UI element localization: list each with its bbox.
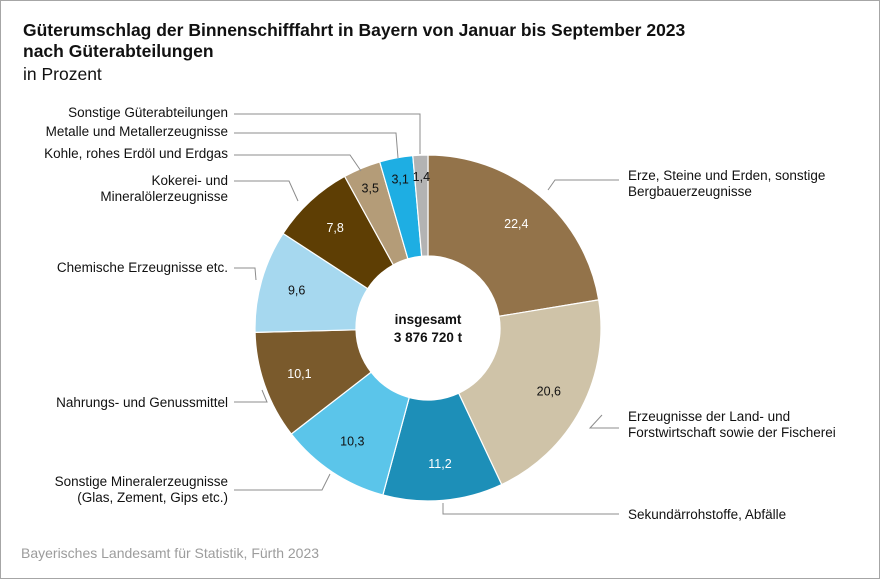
slice-category-label: Kokerei- und Mineralölerzeugnisse: [100, 173, 228, 204]
slice-value-label: 1,4: [413, 170, 430, 184]
slice-category-label: Nahrungs- und Genussmittel: [56, 395, 228, 410]
leader-line: [442, 503, 619, 515]
leader-lines-group: [234, 113, 619, 515]
leader-line: [234, 267, 257, 281]
slice-category-label: Sonstige Güterabteilungen: [68, 105, 228, 120]
slice-value-label: 9,6: [288, 284, 305, 298]
category-label-line: Sonstige Güterabteilungen: [68, 105, 228, 120]
slice-value-label: 10,1: [287, 367, 311, 381]
category-label-line: Nahrungs- und Genussmittel: [56, 395, 228, 410]
slice-category-label: Chemische Erzeugnisse etc.: [57, 260, 228, 275]
category-label-line: Chemische Erzeugnisse etc.: [57, 260, 228, 275]
category-label-line: Kohle, rohes Erdöl und Erdgas: [44, 146, 228, 161]
category-label-line: Sonstige Mineralerzeugnisse: [55, 474, 228, 489]
center-label-title: insgesamt: [395, 312, 462, 327]
category-label-line: Sekundärrohstoffe, Abfälle: [628, 507, 786, 522]
category-label-line: Erzeugnisse der Land- und: [628, 409, 790, 424]
slice-value-label: 10,3: [340, 435, 364, 449]
category-label-line: Metalle und Metallerzeugnisse: [46, 124, 228, 139]
category-labels-group: Erze, Steine und Erden, sonstige Bergbaue…: [44, 105, 836, 522]
leader-line: [234, 154, 362, 172]
leader-line: [234, 389, 268, 403]
category-label-line: Erze, Steine und Erden, sonstige: [628, 168, 825, 183]
center-label-total: 3 876 720 t: [394, 330, 463, 345]
slice-value-label: 11,2: [428, 457, 451, 471]
category-label-line: Mineralölerzeugnisse: [100, 189, 228, 204]
value-labels-group: 22,4 20,6 11,2 10,3 10,1 9,6 7,8 3,5 3,1 1,4: [287, 170, 561, 471]
chart-title: Güterumschlag der Binnenschifffahrt in B…: [23, 20, 685, 62]
chart-title-line1: Güterumschlag der Binnenschifffahrt in B…: [23, 20, 686, 40]
leader-line: [234, 180, 299, 202]
slice-category-label: Metalle und Metallerzeugnisse: [46, 124, 228, 139]
leader-line: [234, 113, 421, 154]
slice-category-label: Sekundärrohstoffe, Abfälle: [628, 507, 786, 522]
category-label-line: (Glas, Zement, Gips etc.): [77, 490, 228, 505]
slice-value-label: 3,5: [362, 181, 379, 195]
slice-category-label: Erze, Steine und Erden, sonstige Bergbaue…: [628, 168, 825, 199]
slice-category-label: Erzeugnisse der Land- und Forstwirtschaft…: [628, 409, 836, 440]
leader-line: [588, 414, 619, 429]
source-note: Bayerisches Landesamt für Statistik, Für…: [21, 545, 320, 561]
slice-value-label: 3,1: [391, 173, 408, 187]
leader-line: [234, 473, 331, 491]
leader-line: [234, 132, 399, 159]
slices-group: [254, 154, 602, 502]
category-label-line: Kokerei- und: [151, 173, 228, 188]
slice-category-label: Kohle, rohes Erdöl und Erdgas: [44, 146, 228, 161]
chart-subtitle: in Prozent: [23, 64, 102, 84]
leader-line: [547, 179, 619, 191]
category-label-line: Bergbauerzeugnisse: [628, 184, 752, 199]
slice-value-label: 20,6: [537, 384, 561, 398]
chart-title-line2: nach Güterabteilungen: [23, 41, 214, 61]
slice-category-label: Sonstige Mineralerzeugnisse (Glas, Zement…: [55, 474, 228, 505]
slice-value-label: 22,4: [504, 217, 528, 231]
donut-hole: [356, 256, 500, 400]
category-label-line: Forstwirtschaft sowie der Fischerei: [628, 425, 836, 440]
slice-value-label: 7,8: [326, 221, 343, 235]
